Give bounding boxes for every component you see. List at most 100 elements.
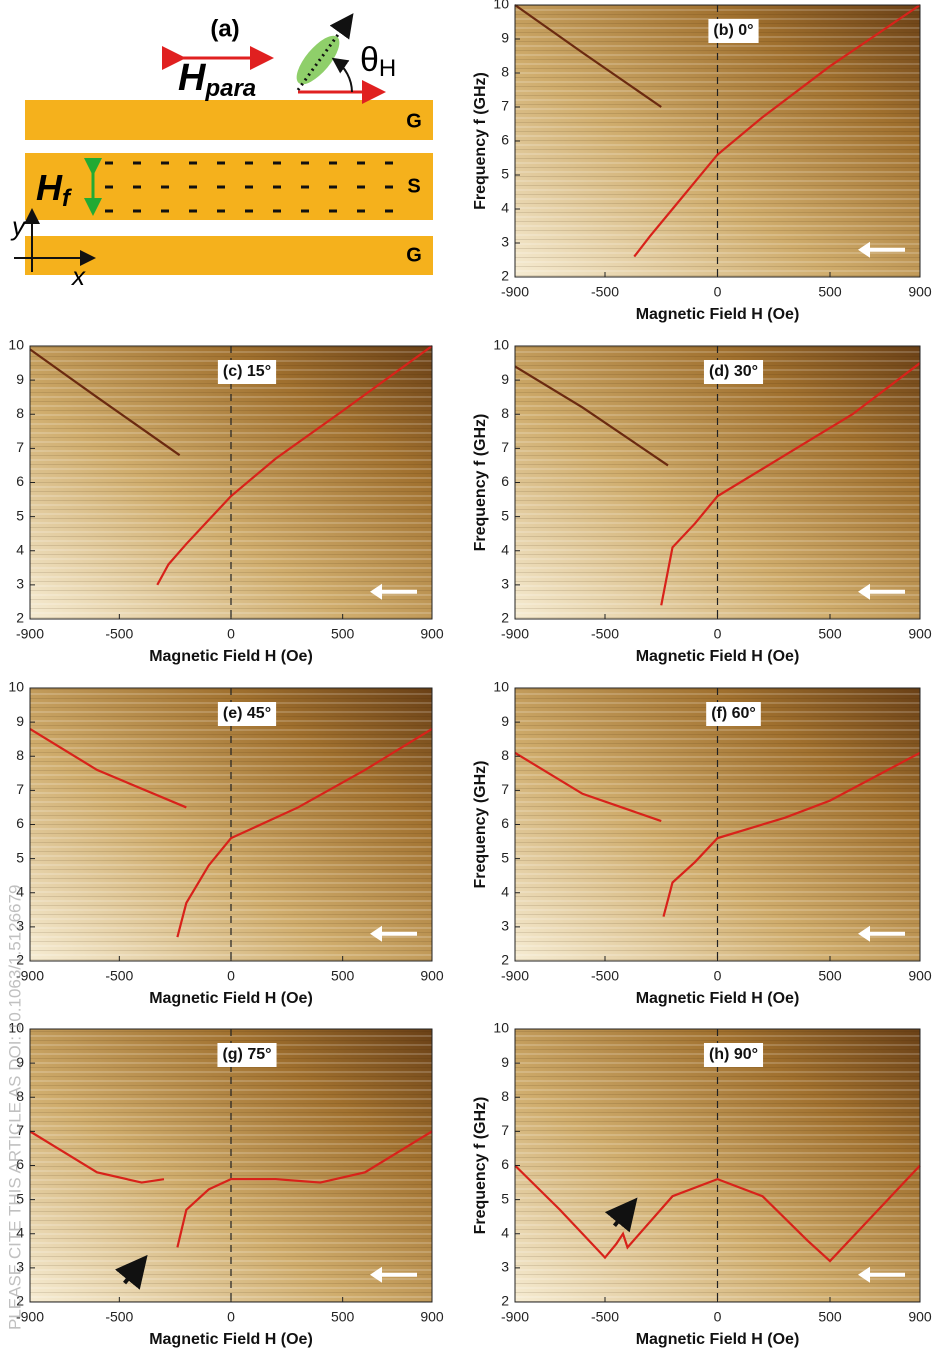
y-tick-label: 10 [493, 0, 509, 12]
curve [29, 1130, 433, 1248]
y-tick-label: 10 [493, 1020, 509, 1036]
curve [514, 4, 662, 108]
y-tick-label: 8 [501, 747, 509, 763]
panel-title: (h) 90° [709, 1046, 758, 1063]
y-tick-label: 3 [501, 576, 509, 592]
theta-main: θ [360, 41, 379, 79]
x-tick-label: 500 [818, 626, 842, 642]
y-axis-label: Frequency f (GHz) [472, 72, 489, 210]
panel-title: (b) 0° [713, 22, 753, 39]
y-tick-label: 7 [501, 1122, 509, 1138]
y-tick-label: 5 [501, 166, 509, 182]
axis-x: x [70, 261, 86, 291]
title-box [703, 1043, 764, 1067]
y-axis-label: Frequency f (GHz) [472, 1097, 489, 1235]
y-tick-label: 7 [501, 439, 509, 455]
y-tick-label: 3 [501, 234, 509, 250]
hf-main: H [36, 167, 63, 208]
y-tick-label: 5 [501, 507, 509, 523]
y-tick-label: 2 [16, 952, 24, 968]
x-axis-label: Magnetic Field H (Oe) [636, 306, 800, 323]
y-tick-label: 4 [16, 541, 24, 557]
y-tick-label: 3 [501, 1259, 509, 1275]
diagram: G S G (a) Hpara θH Hf y x [10, 13, 433, 291]
y-tick-label: 6 [501, 473, 509, 489]
curve [660, 362, 921, 606]
panel-title: (g) 75° [222, 1046, 271, 1063]
x-tick-label: -500 [591, 968, 619, 984]
title-box [217, 360, 277, 384]
x-tick-label: 0 [714, 968, 722, 984]
panel: -900 -500 0 500 900 2 3 4 5 6 7 8 9 10 Magnetic Field … [472, 1020, 932, 1349]
x-tick-label: 0 [714, 626, 722, 642]
x-tick-label: 500 [818, 968, 842, 984]
strip-label: S [407, 175, 420, 197]
h-sub: para [204, 75, 256, 102]
y-tick-label: 7 [16, 1122, 24, 1138]
y-tick-label: 7 [501, 98, 509, 114]
y-tick-label: 9 [501, 713, 509, 729]
curve [514, 751, 921, 917]
y-tick-label: 8 [16, 747, 24, 763]
y-tick-label: 2 [501, 952, 509, 968]
x-tick-label: 900 [908, 968, 932, 984]
curve [514, 365, 669, 467]
y-tick-label: 6 [501, 815, 509, 831]
x-tick-label: 500 [331, 1309, 355, 1325]
curve [29, 348, 181, 457]
y-tick-label: 7 [16, 439, 24, 455]
axis-y: y [10, 211, 27, 241]
y-tick-label: 5 [501, 849, 509, 865]
x-tick-label: 900 [420, 626, 444, 642]
y-tick-label: 5 [16, 507, 24, 523]
y-tick-label: 4 [501, 200, 509, 216]
panel: -900 -500 0 500 900 2 3 4 5 6 7 8 9 10 Magnetic Field … [472, 337, 932, 666]
panel-title: (f) 60° [711, 705, 756, 722]
y-tick-label: 2 [501, 610, 509, 626]
panel: -900 -500 0 500 900 2 3 4 5 6 7 8 9 10 Magnetic Field … [8, 337, 443, 666]
y-tick-label: 2 [16, 1293, 24, 1309]
panel: -900 -500 0 500 900 2 3 4 5 6 7 8 9 10 Magnetic Field … [472, 679, 932, 1008]
y-tick-label: 10 [8, 1020, 24, 1036]
panel: -900 -500 0 500 900 2 3 4 5 6 7 8 9 10 Magnetic Field … [472, 0, 932, 323]
theta-sub: H [379, 55, 396, 82]
y-tick-label: 2 [16, 610, 24, 626]
y-tick-label: 8 [16, 405, 24, 421]
angle-arc [331, 57, 353, 93]
x-tick-label: 900 [420, 968, 444, 984]
arrow-head [370, 925, 382, 942]
x-tick-label: -500 [105, 1309, 133, 1325]
strip-label: G [406, 110, 422, 132]
x-tick-label: 0 [227, 968, 235, 984]
x-tick-label: -900 [501, 1309, 529, 1325]
curve [514, 1164, 921, 1263]
title-box [703, 360, 764, 384]
x-tick-label: -500 [591, 626, 619, 642]
panel-title: (c) 15° [223, 363, 271, 380]
x-tick-label: -900 [501, 284, 529, 300]
x-axis-label: Magnetic Field H (Oe) [149, 1331, 313, 1348]
y-tick-label: 3 [16, 576, 24, 592]
arrow-head [858, 925, 870, 942]
x-tick-label: 500 [331, 626, 355, 642]
x-tick-label: 900 [908, 626, 932, 642]
y-tick-label: 4 [501, 883, 509, 899]
x-axis-label: Magnetic Field H (Oe) [636, 648, 800, 665]
watermark: PLEASE CITE THIS ARTICLE AS DOI: 10.1063… [5, 885, 24, 1330]
curve [29, 728, 433, 938]
y-tick-label: 9 [16, 713, 24, 729]
arrow-head [858, 1266, 870, 1283]
strip [25, 236, 433, 275]
x-axis-label: Magnetic Field H (Oe) [149, 648, 313, 665]
x-tick-label: -900 [16, 968, 44, 984]
x-tick-label: -500 [105, 968, 133, 984]
y-tick-label: 3 [501, 918, 509, 934]
y-tick-label: 7 [501, 781, 509, 797]
arrow-head [370, 1266, 382, 1283]
y-tick-label: 4 [16, 1224, 24, 1240]
y-tick-label: 8 [501, 1088, 509, 1104]
x-tick-label: -500 [591, 1309, 619, 1325]
curve [633, 4, 921, 258]
x-tick-label: 500 [818, 1309, 842, 1325]
